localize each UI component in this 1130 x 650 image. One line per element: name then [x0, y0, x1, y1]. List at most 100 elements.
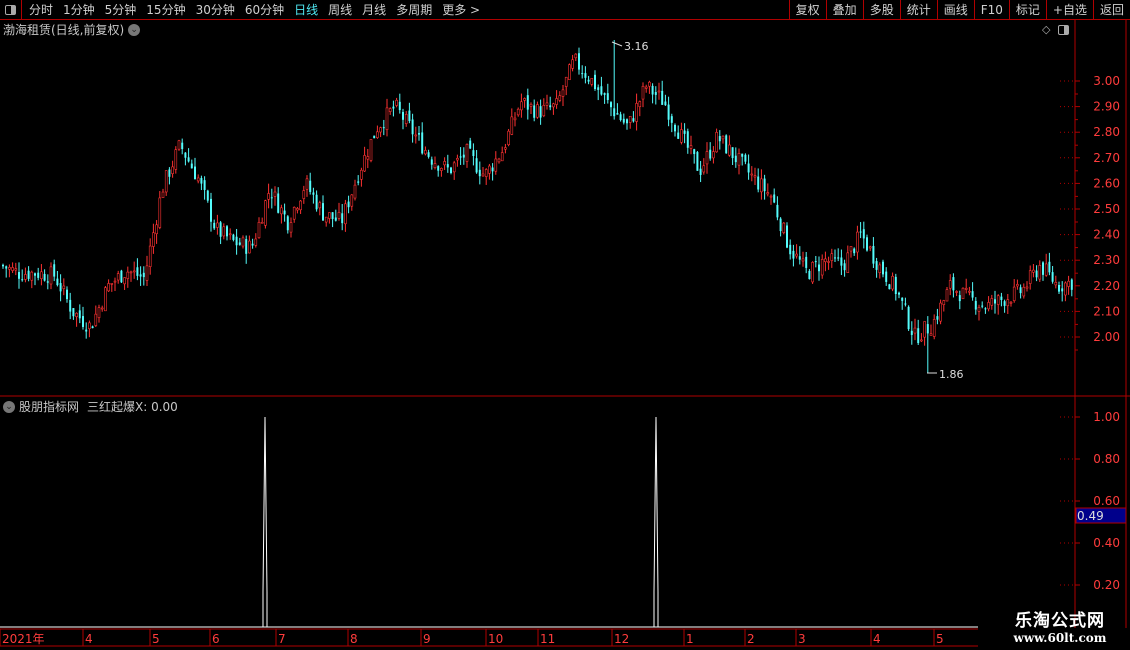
candle-down: [805, 256, 808, 268]
candle-up: [1038, 265, 1042, 280]
period-tab[interactable]: 15分钟: [146, 3, 186, 17]
candle-down: [469, 140, 472, 149]
panel-toggle-button[interactable]: [0, 0, 22, 20]
x-tick-label: 5: [936, 632, 944, 646]
candle-down: [677, 132, 680, 139]
candle-up: [846, 252, 850, 273]
candle-down: [168, 169, 171, 177]
period-tab[interactable]: 月线: [362, 3, 387, 17]
candle-down: [622, 118, 625, 123]
candle-up: [644, 86, 648, 89]
candle-down: [610, 102, 612, 108]
toolbar-button[interactable]: 多股: [862, 0, 900, 20]
candle-up: [955, 291, 958, 293]
y-tick-label: 2.70: [1093, 151, 1120, 165]
candle-up: [100, 307, 104, 310]
candle-up: [388, 108, 392, 112]
period-tab[interactable]: 5分钟: [104, 3, 137, 17]
candle-up: [1044, 263, 1048, 276]
watermark: 乐淘公式网 www.60lt.com: [990, 606, 1130, 645]
candle-up: [961, 287, 965, 300]
toolbar-button[interactable]: +自选: [1045, 0, 1093, 20]
candle-up: [1028, 270, 1032, 284]
y-tick-label: 2.30: [1093, 253, 1120, 267]
toolbar-button[interactable]: 统计: [899, 0, 937, 20]
y-tick-label: 2.00: [1093, 330, 1120, 344]
candle-up: [174, 149, 178, 170]
period-tab[interactable]: 日线: [294, 3, 319, 17]
candle-up: [488, 165, 491, 174]
candle-up: [552, 103, 555, 108]
candle-up: [104, 287, 107, 312]
candle-up: [545, 102, 549, 106]
candle-down: [283, 210, 286, 215]
candle-up: [1022, 286, 1026, 297]
period-tab[interactable]: 周线: [328, 3, 353, 17]
candle-up: [216, 222, 219, 228]
candle-down: [670, 116, 673, 123]
candle-down: [1000, 296, 1003, 301]
candle-down: [834, 257, 836, 259]
candle-up: [94, 313, 98, 326]
candle-down: [181, 142, 184, 150]
candle-up: [97, 307, 101, 318]
period-tab[interactable]: 分时: [29, 3, 54, 17]
candle-up: [75, 312, 78, 317]
candle-down: [34, 273, 36, 276]
candle-down: [437, 166, 440, 171]
diamond-icon[interactable]: ◇: [1042, 23, 1051, 36]
candle-down: [741, 153, 744, 157]
chevron-down-icon[interactable]: ⌄: [3, 400, 15, 413]
candle-up: [728, 144, 731, 156]
candle-up: [404, 114, 408, 124]
candle-down: [309, 180, 312, 192]
candle-down: [475, 158, 478, 173]
candle-down: [901, 297, 904, 301]
toolbar-button[interactable]: F10: [973, 0, 1009, 20]
period-tab[interactable]: 60分钟: [244, 3, 285, 17]
candle-up: [452, 162, 456, 173]
period-tab[interactable]: 更多 >: [442, 3, 481, 17]
toolbar-button[interactable]: 标记: [1008, 0, 1046, 20]
x-tick-label: 12: [614, 632, 629, 646]
watermark-url: www.60lt.com: [1013, 631, 1107, 645]
candle-up: [820, 259, 824, 276]
candle-up: [155, 224, 158, 235]
candle-down: [69, 299, 72, 312]
candle-down: [411, 119, 414, 135]
period-tab[interactable]: 1分钟: [63, 3, 95, 17]
toolbar-button[interactable]: 画线: [936, 0, 974, 20]
candle-up: [164, 170, 168, 193]
chevron-down-icon[interactable]: ⌄: [128, 23, 141, 36]
period-tab[interactable]: 多周期: [396, 3, 433, 17]
candle-up: [257, 221, 261, 239]
high-label: 3.16: [624, 40, 649, 53]
candle-up: [590, 78, 594, 85]
x-tick-label: 3: [798, 632, 806, 646]
candle-up: [856, 231, 859, 253]
panel-icon[interactable]: [1058, 24, 1070, 35]
candle-down: [859, 231, 862, 233]
toolbar-button[interactable]: 复权: [788, 0, 826, 20]
candle-up: [536, 104, 539, 118]
y-tick-label: 1.00: [1093, 410, 1120, 424]
candle-down: [219, 222, 222, 237]
toolbar-button[interactable]: 叠加: [825, 0, 863, 20]
candle-up: [1016, 284, 1019, 287]
candle-up: [318, 202, 322, 209]
candle-up: [107, 283, 110, 292]
candle-down: [747, 163, 750, 173]
period-tab[interactable]: 30分钟: [195, 3, 235, 17]
candle-down: [347, 201, 350, 208]
candle-up: [568, 64, 571, 81]
candle-down: [994, 299, 996, 304]
toolbar-button[interactable]: 返回: [1092, 0, 1130, 20]
candle-up: [542, 105, 546, 117]
candle-down: [187, 157, 190, 162]
y-tick-label: 0.80: [1093, 452, 1120, 466]
candle-up: [648, 81, 651, 87]
candle-up: [500, 152, 504, 162]
candle-down: [533, 105, 536, 118]
candle-up: [228, 233, 232, 236]
